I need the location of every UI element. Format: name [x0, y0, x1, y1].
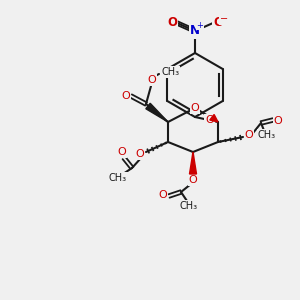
Text: O: O: [244, 130, 253, 140]
Text: CH₃: CH₃: [180, 201, 198, 211]
Text: CH₃: CH₃: [258, 130, 276, 140]
Polygon shape: [210, 115, 218, 122]
Text: −: −: [220, 14, 228, 24]
Text: O: O: [189, 175, 197, 185]
Text: CH₃: CH₃: [109, 173, 127, 183]
Text: O: O: [118, 147, 126, 157]
Text: CH₃: CH₃: [161, 67, 179, 77]
Polygon shape: [146, 103, 168, 122]
Polygon shape: [190, 152, 196, 174]
Text: O: O: [122, 91, 130, 101]
Text: O: O: [136, 149, 144, 159]
Text: +: +: [196, 20, 203, 29]
Text: O: O: [159, 190, 167, 200]
Text: O: O: [190, 103, 200, 113]
Text: O: O: [206, 115, 214, 125]
Text: O: O: [274, 116, 282, 126]
Text: O: O: [167, 16, 177, 29]
Text: O: O: [148, 75, 156, 85]
Text: N: N: [190, 25, 200, 38]
Text: O: O: [213, 16, 223, 29]
